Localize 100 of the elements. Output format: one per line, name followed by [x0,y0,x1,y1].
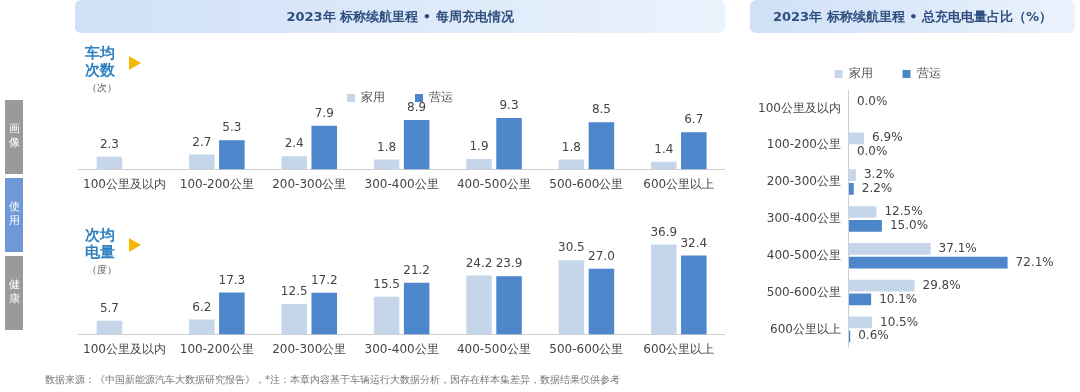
bar [848,183,854,195]
x-tick-label: 400-500公里 [456,341,532,356]
y-tick-label: 600公里以上 [770,321,841,336]
x-tick-label: 300-400公里 [364,341,439,356]
x-tick-label: 600公里以上 [643,341,715,356]
source-note: 数据来源：《中国新能源汽车大数据研究报告》，*注：本章内容基于车辆运行大数据分析，因存在样本集差异，数据结果仅供参考 [45,373,620,387]
bar [651,244,677,335]
data-label: 2.7 [192,134,212,149]
bar [651,161,677,170]
x-tick-label: 100-200公里 [179,176,254,191]
bar [848,293,872,306]
data-label: 24.2 [465,255,493,270]
bar [558,260,585,335]
bar [189,319,215,335]
data-label: 3.2% [863,167,895,182]
data-label: 5.3 [222,120,242,135]
data-label: 0.0% [856,93,888,108]
data-label: 30.5 [558,240,585,255]
bar [189,154,215,170]
data-label: 0.0% [856,144,888,159]
bar [96,320,123,335]
data-label: 0.6% [858,328,889,343]
data-label: 12.5 [280,284,308,299]
data-label: 15.5 [373,276,400,291]
x-tick-label: 200-300公里 [272,341,347,356]
y-axis-title: 次均电量（度） [85,226,118,277]
data-label: 12.5% [884,204,923,219]
data-label: 27.0 [588,248,615,263]
data-label: 36.9 [650,224,678,239]
data-label: 29.8% [922,277,961,292]
data-label: 5.7 [99,300,119,315]
bar [219,292,245,335]
bar [848,169,856,182]
x-tick-label: 500-600公里 [549,341,624,356]
bar [681,255,707,335]
data-label: 15.0% [889,217,929,232]
bar [848,132,865,145]
data-label: 1.9 [469,139,489,154]
bar [681,132,707,170]
legend-label: 营运 [916,66,941,81]
data-label: 7.9 [314,105,334,120]
bar [466,275,492,335]
legend-label: 家用 [361,90,385,105]
bar [219,140,245,170]
bar [311,292,338,335]
y-tick-label: 500-600公里 [766,284,841,299]
bar [373,296,400,335]
data-label: 37.1% [938,240,977,255]
bar [496,117,522,170]
x-tick-label: 200-300公里 [272,176,347,191]
bar [848,256,1008,269]
chart-title: 2023年 标称续航里程 • 每周充电情况 [75,0,725,33]
y-axis-title: 车均次数（次） [85,44,118,95]
x-tick-label: 300-400公里 [364,176,439,191]
data-label: 21.2 [403,263,430,277]
bar [403,120,430,170]
data-label: 8.9 [407,100,427,115]
data-label: 23.9 [495,256,523,271]
data-label: 8.5 [591,102,611,117]
data-label: 2.4 [284,136,304,151]
data-label: 17.2 [310,272,338,287]
bar [96,156,123,170]
data-label: 1.8 [377,139,397,154]
data-label: 2.2% [861,181,893,196]
x-tick-label: 400-500公里 [456,176,532,191]
bar [848,316,873,329]
bar [311,125,338,170]
bar [588,122,615,170]
bar [466,159,492,170]
y-tick-label: 400-500公里 [766,247,841,262]
y-tick-label: 100-200公里 [766,137,841,152]
y-tick-label: 300-400公里 [766,211,841,226]
bar [281,304,307,335]
bar [281,156,307,170]
x-tick-label: 100公里及以内 [83,176,166,191]
data-label: 17.3 [218,272,246,287]
data-label: 6.2 [192,299,212,314]
legend-label: 家用 [848,66,873,81]
data-label: 1.4 [654,141,674,156]
data-label: 6.7 [684,112,704,127]
x-tick-label: 500-600公里 [549,176,624,191]
x-tick-label: 100公里及以内 [83,341,166,356]
data-label: 72.1% [1015,254,1054,269]
legend-label: 营运 [429,90,453,105]
bar [848,279,915,292]
bar [848,242,931,255]
x-tick-label: 100-200公里 [179,341,254,356]
data-label: 32.4 [680,235,708,250]
x-tick-label: 600公里以上 [643,176,715,191]
bar [848,219,882,232]
bar [848,206,877,218]
bar [496,276,522,335]
bar [403,282,430,335]
data-label: 6.9% [872,130,903,145]
data-label: 10.1% [879,291,918,306]
data-label: 9.3 [499,98,519,113]
y-tick-label: 100公里及以内 [758,100,841,115]
bar [588,268,615,335]
data-label: 2.3 [99,136,119,151]
chart-title: 2023年 标称续航里程 • 总充电电量占比（%） [750,0,1075,33]
